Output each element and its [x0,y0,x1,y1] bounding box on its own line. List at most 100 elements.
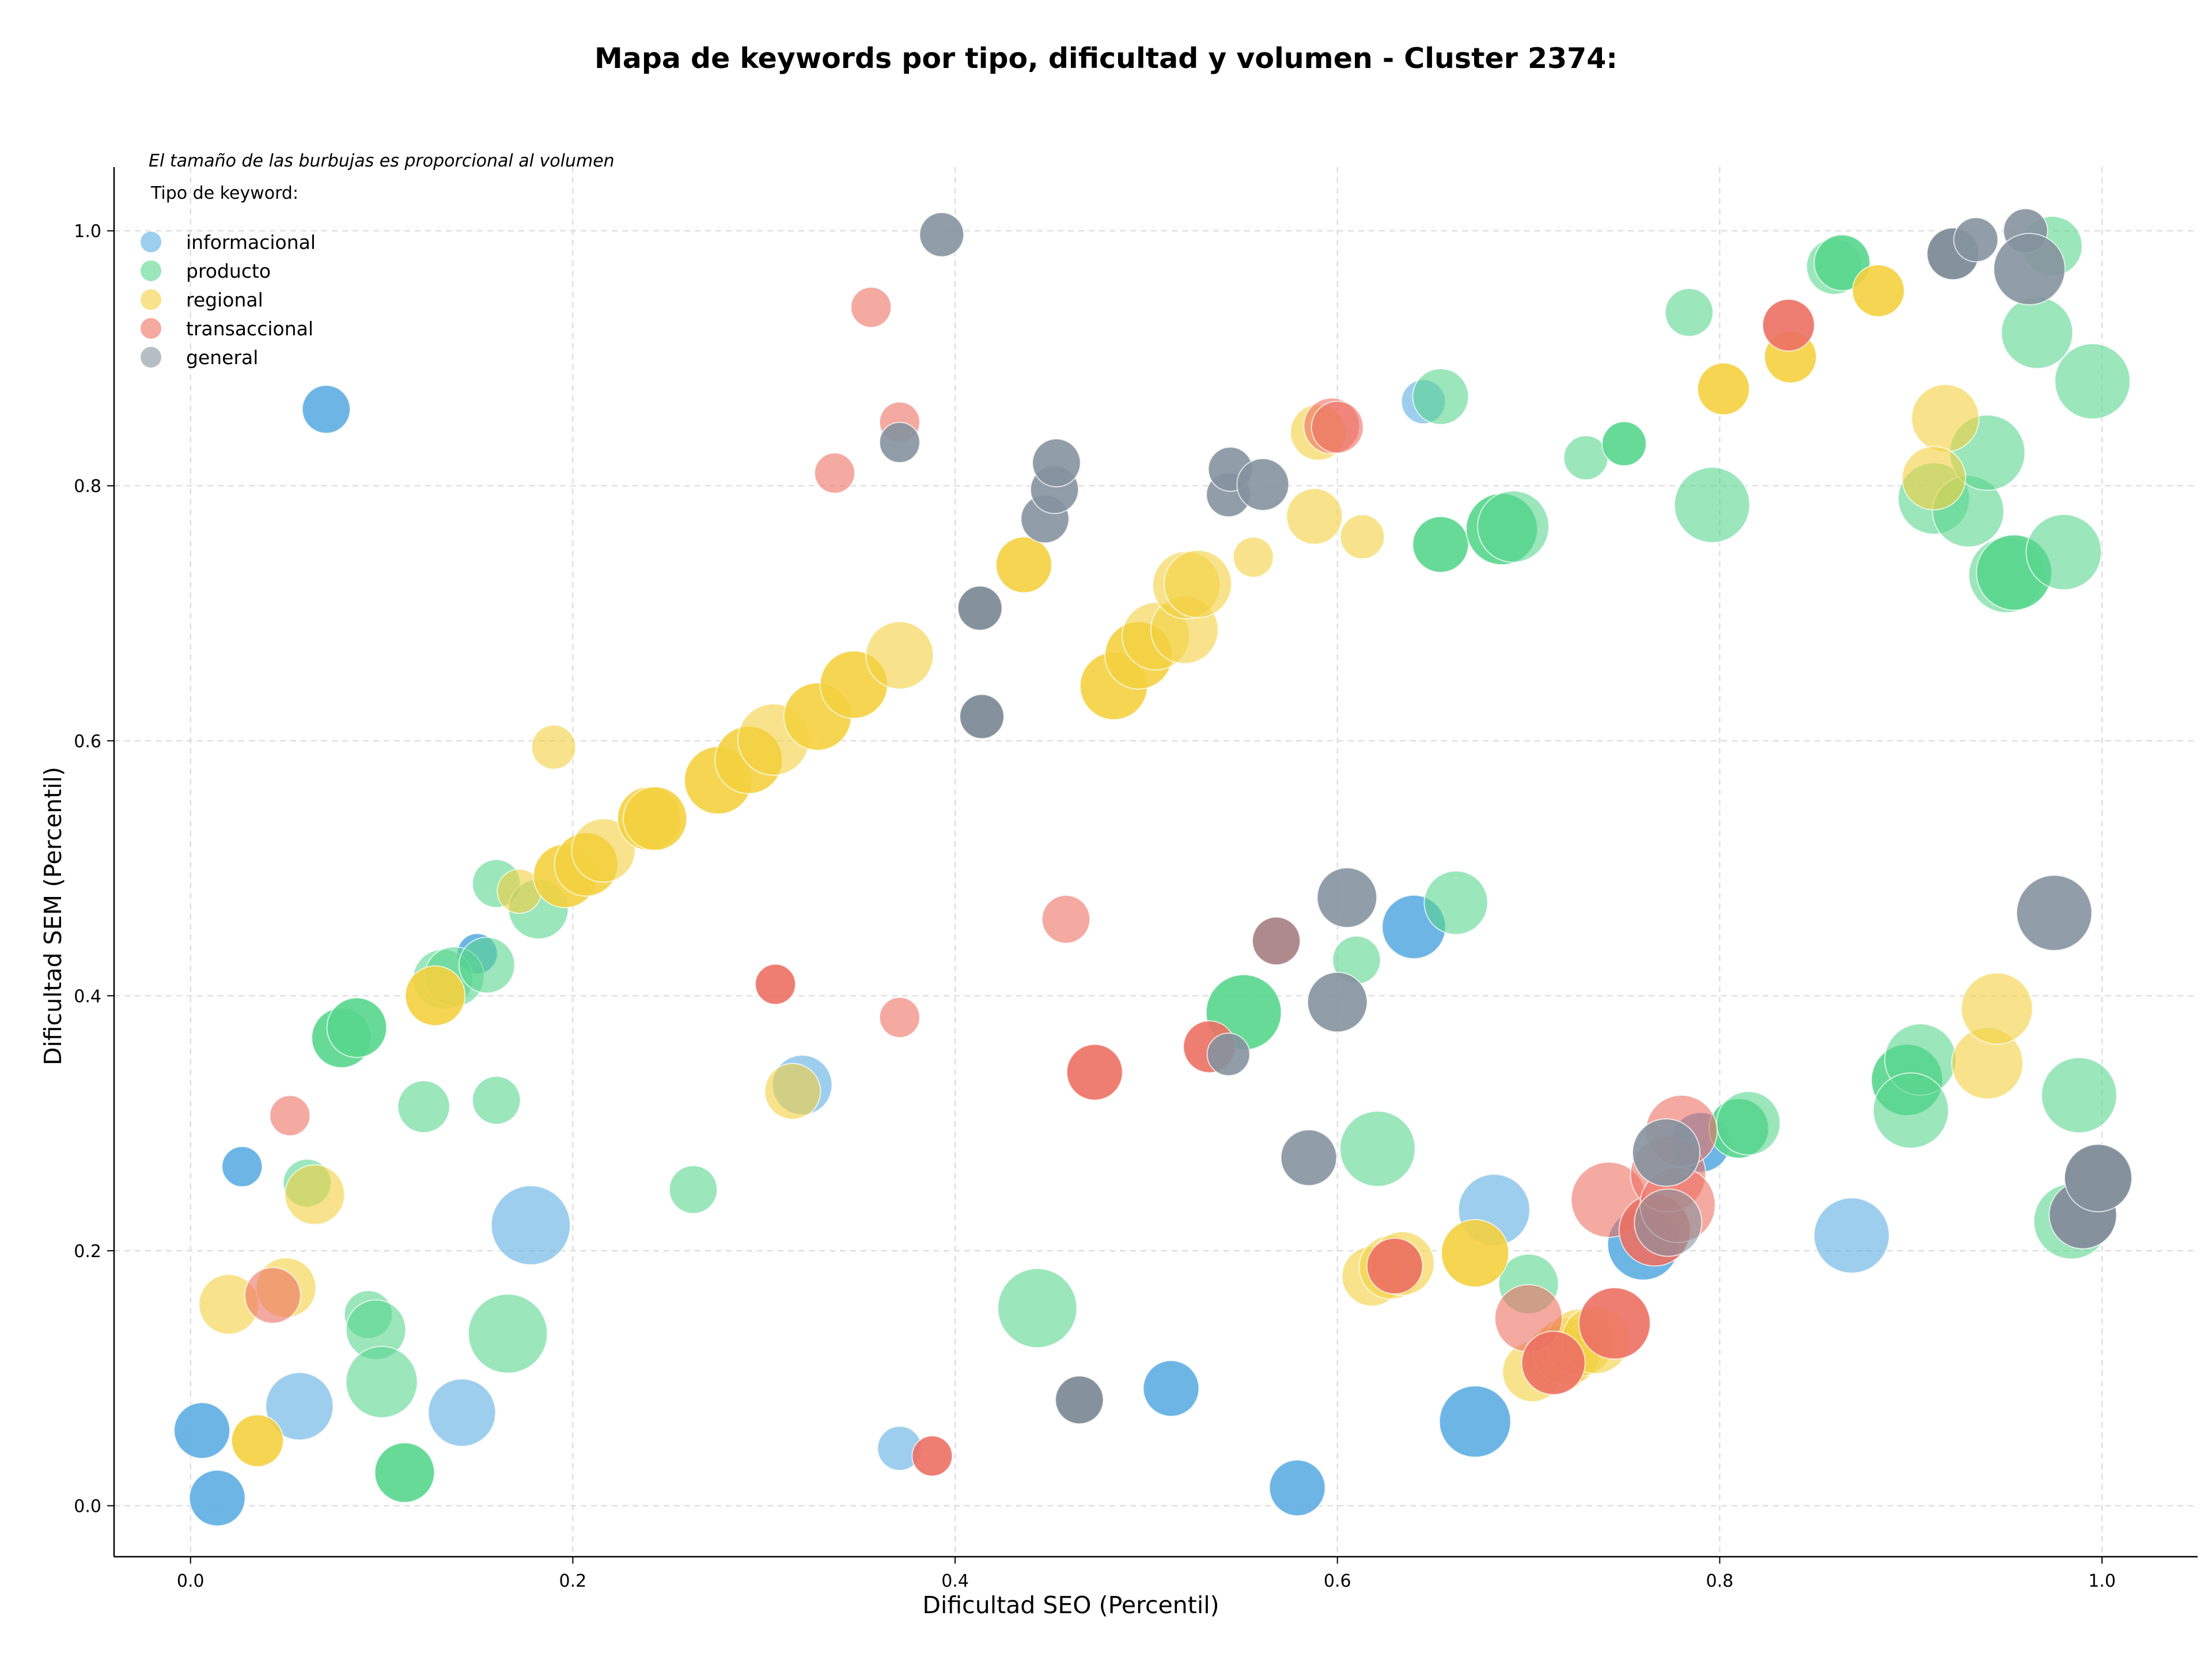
bubble-regional [1164,550,1232,619]
legend-label-producto: producto [186,260,271,282]
bubble-producto [1412,368,1469,425]
bubble-transaccional [1066,1043,1123,1101]
bubble-general [1252,916,1301,966]
bubble-regional [1232,536,1274,578]
y-tick-label: 1.0 [74,222,101,242]
bubble-general [1634,1188,1703,1257]
chart-title: Mapa de keywords por tipo, dificultad y … [594,42,1618,75]
bubble-producto [472,1076,521,1125]
bubble-general [2016,875,2093,951]
bubble-regional [1441,1219,1510,1288]
bubble-general [1632,1118,1700,1187]
data-points [173,208,2133,1527]
legend-title: Tipo de keyword: [150,183,298,203]
bubble-transaccional [1366,1238,1423,1295]
bubble-producto [997,1267,1078,1349]
bubble-regional [1902,445,1967,511]
bubble-regional [865,621,934,690]
bubble-transaccional [269,1095,311,1137]
bubble-transaccional [814,452,855,494]
bubble-general [2063,1144,2133,1213]
bubble-producto [374,1442,435,1503]
bubble-producto [468,1293,548,1374]
bubble-transaccional [1041,895,1091,944]
bubble-regional [1851,264,1905,317]
bubble-general [1316,867,1378,928]
bubble-producto [1716,1091,1781,1156]
y-tick-label: 0.2 [74,1242,101,1262]
bubble-general [1236,458,1290,511]
bubble-producto [326,997,388,1058]
bubble-general [1032,438,1081,488]
bubble-producto [2054,343,2131,420]
axes [107,167,2198,1564]
legend: Tipo de keyword: informacional producto re… [141,183,316,369]
x-tick-label: 0.2 [559,1571,587,1591]
x-tick-label: 0.8 [1706,1571,1734,1591]
bubble-transaccional [1521,1330,1586,1395]
legend-marker-producto [141,260,161,281]
x-tick-label: 0.6 [1324,1571,1351,1591]
bubble-informacional [301,384,351,434]
bubble-transaccional [755,963,796,1005]
x-tick-label: 0.4 [941,1571,969,1591]
bubble-producto [1664,287,1714,337]
bubble-general [1953,217,1999,263]
bubble-producto [1423,870,1488,935]
bubble-regional [1960,972,2033,1045]
bubble-general [878,422,921,463]
bubble-regional [1697,362,1750,415]
bubble-transaccional [878,997,921,1038]
bubble-regional [764,1062,821,1120]
bubble-regional [623,786,688,851]
bubble-general [919,212,965,258]
bubble-informacional [188,1469,246,1527]
bubble-producto [345,1345,418,1418]
bubble-producto [2001,296,2074,369]
bubble-general [959,694,1005,739]
bubble-producto [1477,490,1550,563]
y-tick-label: 0.0 [74,1496,101,1516]
bubble-general [1993,233,2066,305]
grid [114,167,2198,1557]
bubble-producto [397,1080,450,1133]
bubble-producto [1872,1072,1949,1149]
bubble-informacional [1268,1459,1326,1516]
y-tick-label: 0.6 [74,732,101,752]
bubble-transaccional [244,1267,301,1324]
bubble-general [1280,1129,1338,1186]
legend-label-general: general [186,346,258,369]
x-tick-label: 1.0 [2088,1571,2116,1591]
bubble-producto [1339,1110,1416,1187]
bubble-general [1206,1032,1251,1076]
bubble-transaccional [850,286,892,328]
legend-label-informacional: informacional [186,231,316,253]
bubble-informacional [221,1146,263,1187]
legend-marker-regional [141,289,161,310]
bubble-regional [1911,384,1980,453]
y-axis-label: Dificultad SEM (Percentil) [39,767,67,1065]
bubble-size-note: El tamaño de las burbujas es proporciona… [149,151,615,171]
bubble-regional [404,965,466,1027]
y-tick-label: 0.8 [74,476,101,497]
bubble-regional [284,1164,346,1225]
legend-label-transaccional: transaccional [186,317,313,340]
bubble-informacional [173,1402,231,1459]
legend-marker-general [141,347,161,368]
bubble-general [1306,971,1368,1033]
bubble-general [957,585,1003,631]
x-tick-label: 0.0 [177,1571,204,1591]
bubble-producto [1563,435,1609,480]
bubble-regional [995,536,1052,593]
bubble-regional [571,818,636,883]
legend-label-regional: regional [186,289,263,311]
bubble-informacional [490,1185,571,1266]
bubble-transaccional [911,1435,953,1477]
bubble-informacional [427,1378,497,1447]
bubble-informacional [1142,1360,1200,1417]
bubble-informacional [1813,1197,1890,1274]
bubble-transaccional [1762,298,1815,352]
bubble-producto [1412,516,1469,573]
bubble-general [1055,1375,1104,1425]
